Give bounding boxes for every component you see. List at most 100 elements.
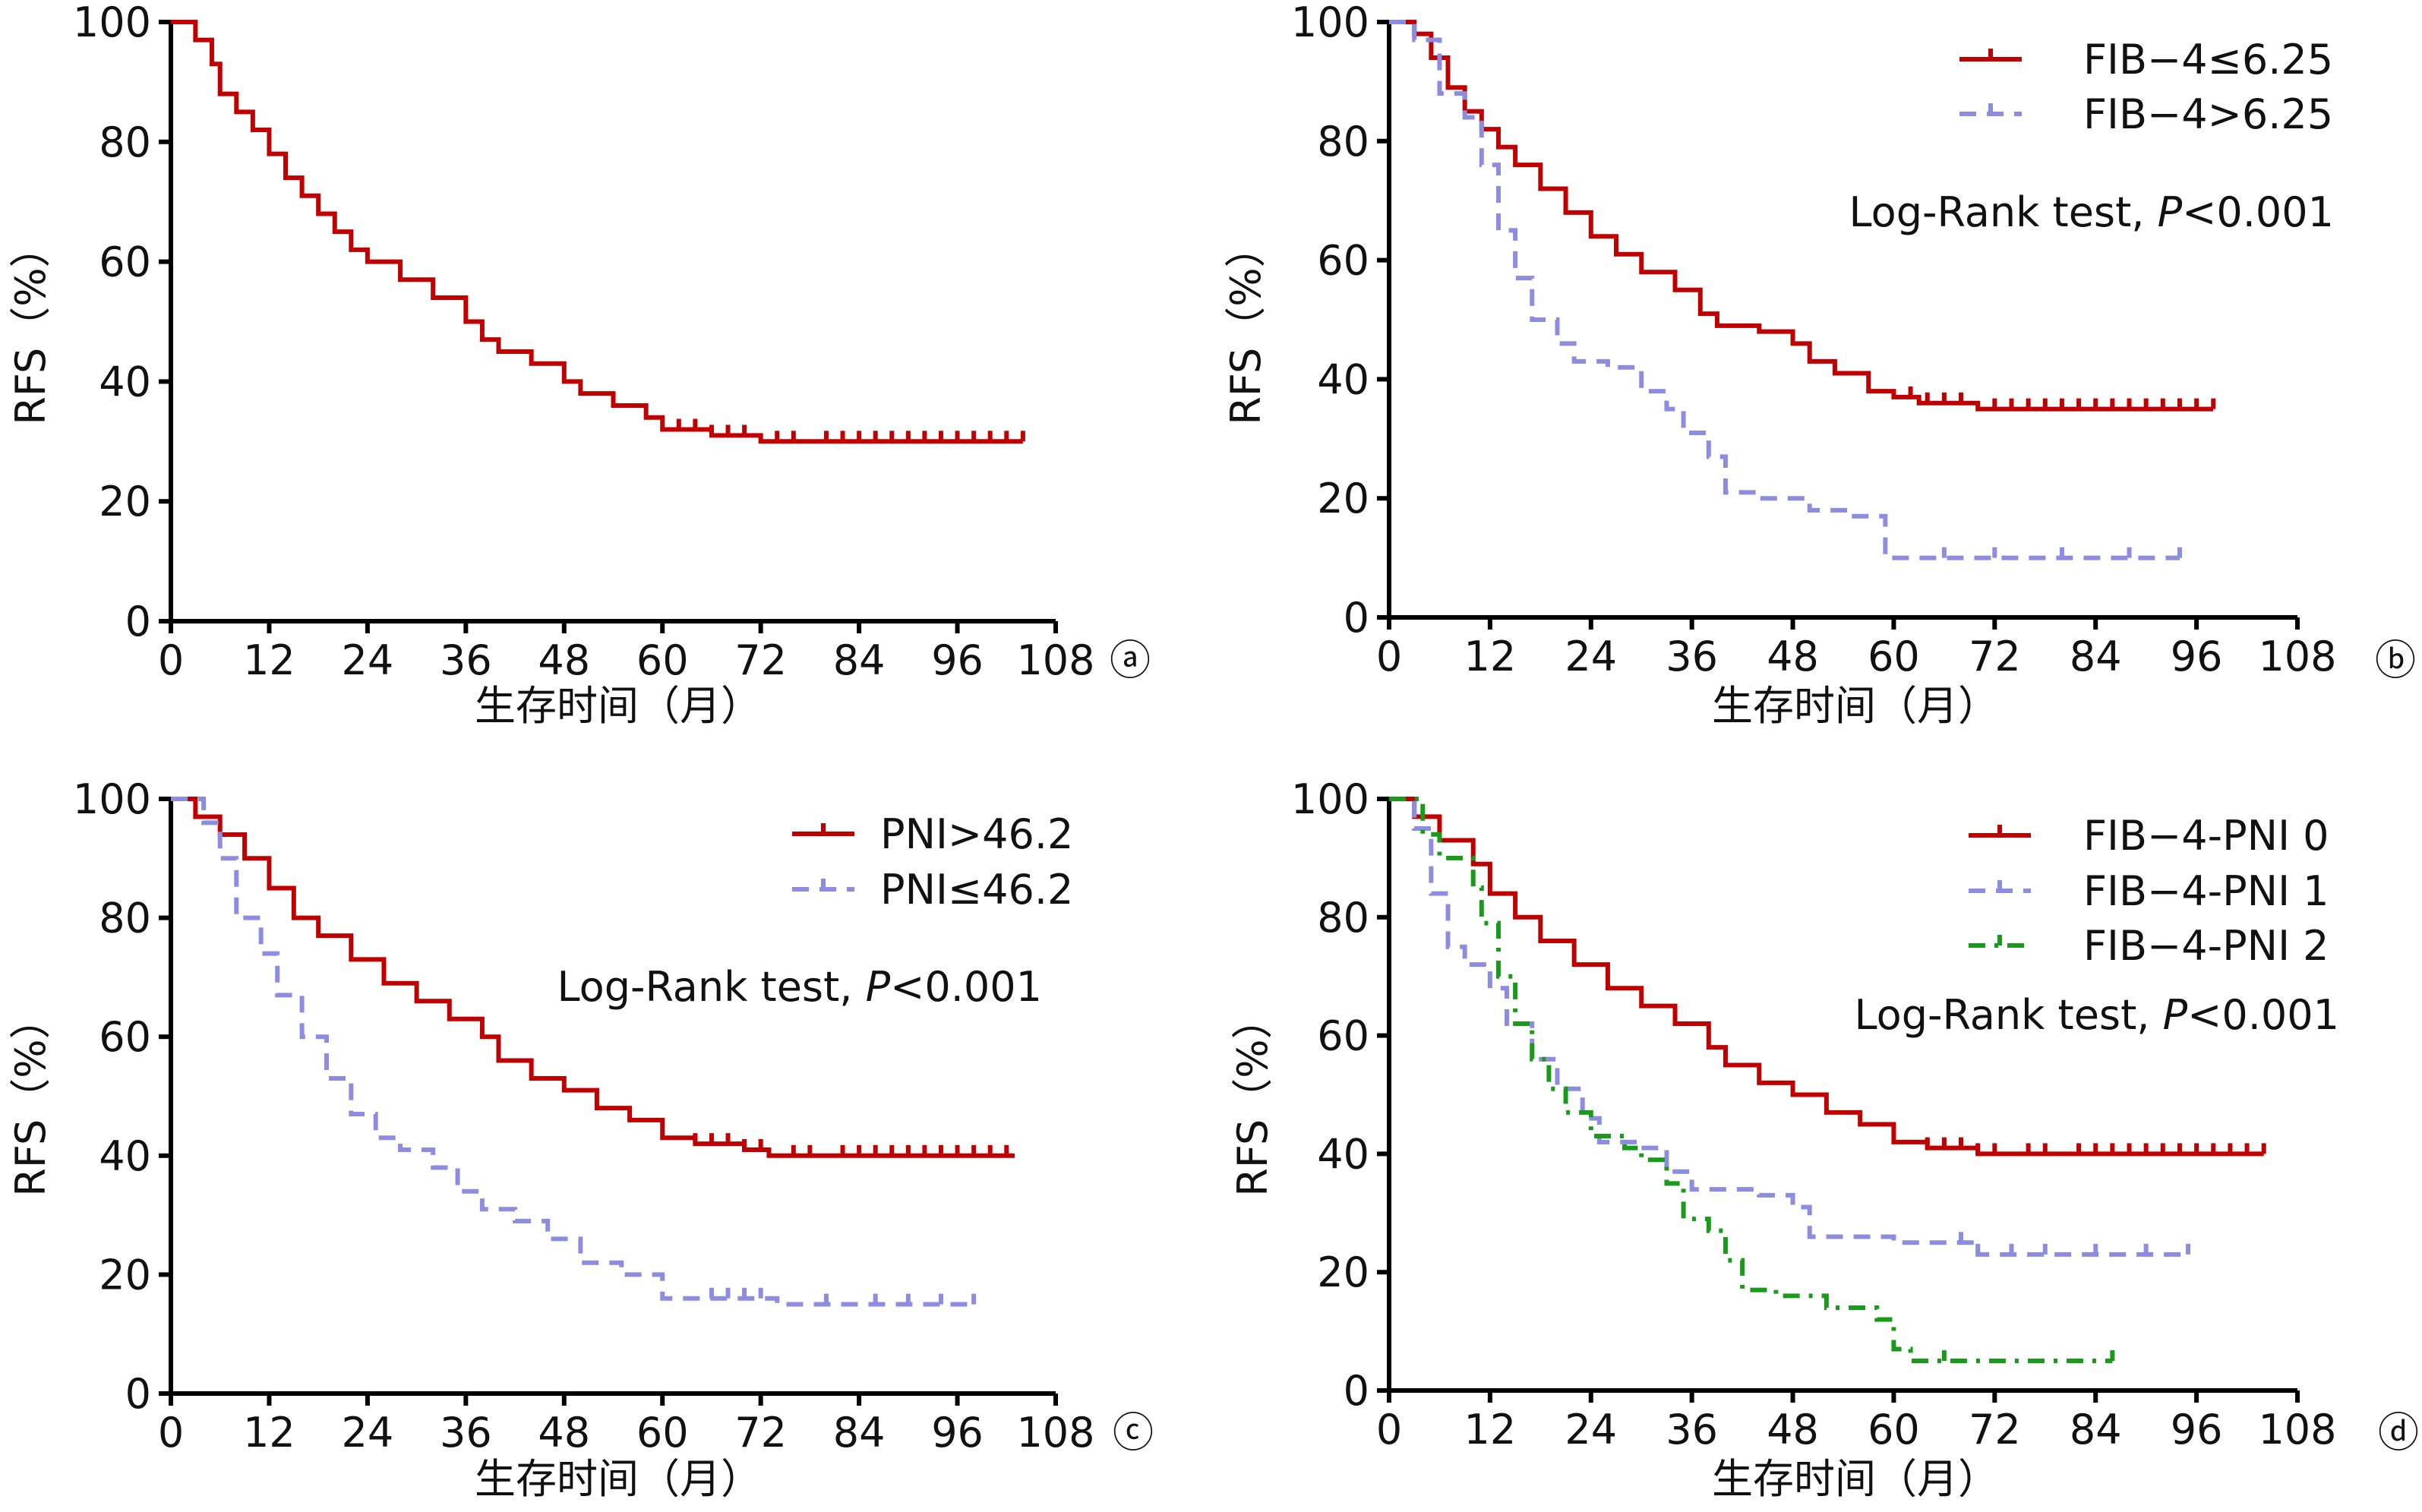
x-tick-label: 48 <box>538 636 590 684</box>
log-rank-annotation: Log-Rank test, P<0.001 <box>1855 991 2339 1039</box>
y-tick-label: 40 <box>1317 355 1369 403</box>
annotation-text: Log-Rank test, <box>557 963 866 1011</box>
x-tick-label: 72 <box>734 1409 787 1457</box>
panel-label: ⓐ <box>1110 636 1151 684</box>
km-panel-3: 0 12 24 36 48 60 72 84 96 108 0 20 40 60 80 100 生存时间（月） R… <box>7 775 1154 1503</box>
km-panel-4: 0 12 24 36 48 60 72 84 96 108 0 20 40 60 80 100 生存时间（月） R… <box>1229 775 2419 1503</box>
annotation-value: <0.001 <box>2187 991 2339 1039</box>
x-tick-label: 108 <box>1016 1409 1094 1457</box>
x-tick-label: 96 <box>2171 1406 2223 1454</box>
panel-label: ⓒ <box>1113 1409 1154 1457</box>
x-tick-label: 12 <box>1464 633 1517 680</box>
annotation-value: <0.001 <box>890 963 1042 1011</box>
x-tick-label: 84 <box>833 1409 886 1457</box>
legend-label: FIB−4>6.25 <box>2083 90 2333 138</box>
x-tick-label: 84 <box>2070 633 2122 680</box>
survival-curve-1 <box>1389 797 2264 1157</box>
survival-curve-3 <box>1389 797 2113 1364</box>
y-tick-label: 40 <box>99 1132 151 1180</box>
y-tick-label: 60 <box>1317 1012 1369 1060</box>
y-tick-label: 20 <box>1317 1248 1369 1296</box>
y-tick-label: 0 <box>1344 594 1369 642</box>
x-tick-label: 48 <box>538 1409 590 1457</box>
x-tick-label: 0 <box>1376 1406 1402 1454</box>
survival-curve-1 <box>1389 20 2214 412</box>
y-axis-label: RFS（%） <box>7 998 55 1196</box>
x-tick-label: 60 <box>1868 633 1920 680</box>
x-tick-label: 108 <box>2258 633 2336 680</box>
y-tick-label: 0 <box>1344 1367 1369 1415</box>
y-tick-label: 80 <box>99 895 151 942</box>
x-tick-label: 96 <box>2171 633 2223 680</box>
legend-label: FIB−4≤6.25 <box>2083 36 2333 84</box>
legend-label: PNI≤46.2 <box>880 866 1073 914</box>
panel-label: ⓑ <box>2375 636 2416 684</box>
log-rank-annotation: Log-Rank test, P<0.001 <box>1849 188 2334 236</box>
x-tick-label: 36 <box>1666 1406 1718 1454</box>
x-axis-label: 生存时间（月） <box>475 682 762 730</box>
x-axis-label: 生存时间（月） <box>1712 682 1999 730</box>
km-panel-1: 0 12 24 36 48 60 72 84 96 108 0 20 40 60 80 100 生存时间（月） R… <box>7 0 1151 730</box>
x-tick-label: 84 <box>833 636 886 684</box>
x-tick-label: 84 <box>2070 1406 2122 1454</box>
y-axis-label: RFS（%） <box>1229 998 1277 1196</box>
x-tick-label: 96 <box>931 1409 984 1457</box>
survival-curve-1 <box>171 20 1023 444</box>
y-tick-label: 100 <box>73 0 151 46</box>
annotation-value: <0.001 <box>2182 188 2334 236</box>
annotation-p: P <box>866 963 891 1011</box>
x-tick-label: 72 <box>1969 1406 2021 1454</box>
annotation-p: P <box>2158 188 2183 236</box>
x-tick-label: 12 <box>1464 1406 1517 1454</box>
x-tick-label: 24 <box>342 1409 394 1457</box>
x-tick-label: 36 <box>440 1409 492 1457</box>
x-axis-label: 生存时间（月） <box>1712 1455 1999 1503</box>
x-tick-label: 96 <box>931 636 984 684</box>
x-tick-label: 60 <box>636 1409 689 1457</box>
x-tick-label: 36 <box>440 636 492 684</box>
legend-label: FIB−4-PNI 0 <box>2083 812 2329 860</box>
y-tick-label: 60 <box>1317 237 1369 285</box>
x-tick-label: 36 <box>1666 633 1718 680</box>
x-tick-label: 108 <box>1016 636 1094 684</box>
survival-curve-2 <box>1389 797 2189 1257</box>
survival-curve-2 <box>171 797 974 1307</box>
y-tick-label: 60 <box>99 238 151 286</box>
x-tick-label: 60 <box>1868 1406 1920 1454</box>
y-tick-label: 60 <box>99 1013 151 1061</box>
y-tick-label: 40 <box>99 358 151 406</box>
km-panel-2: 0 12 24 36 48 60 72 84 96 108 0 20 40 60 80 100 生存时间（月） R… <box>1222 0 2416 730</box>
annotation-text: Log-Rank test, <box>1855 991 2163 1039</box>
y-tick-label: 100 <box>73 775 151 823</box>
x-tick-label: 24 <box>1565 633 1617 680</box>
y-tick-label: 80 <box>99 118 151 166</box>
y-axis-label: RFS（%） <box>7 226 55 425</box>
y-tick-label: 20 <box>99 1251 151 1299</box>
y-tick-label: 0 <box>125 1370 151 1418</box>
legend-label: FIB−4-PNI 2 <box>2083 922 2329 970</box>
y-tick-label: 80 <box>1317 894 1369 942</box>
y-axis-label: RFS（%） <box>1222 226 1270 425</box>
x-tick-label: 12 <box>243 636 295 684</box>
x-tick-label: 0 <box>1376 633 1402 680</box>
y-tick-label: 100 <box>1291 0 1369 46</box>
x-tick-label: 0 <box>158 636 184 684</box>
x-tick-label: 48 <box>1767 1406 1819 1454</box>
x-tick-label: 24 <box>1565 1406 1617 1454</box>
y-tick-label: 0 <box>125 598 151 646</box>
annotation-p: P <box>2163 991 2188 1039</box>
x-tick-label: 60 <box>636 636 689 684</box>
x-tick-label: 0 <box>158 1409 184 1457</box>
survival-curve-1 <box>171 797 1015 1158</box>
legend-label: PNI>46.2 <box>880 810 1073 858</box>
annotation-text: Log-Rank test, <box>1849 188 2158 236</box>
legend-label: FIB−4-PNI 1 <box>2083 867 2329 915</box>
x-tick-label: 24 <box>342 636 394 684</box>
survival-curve-2 <box>1389 20 2180 560</box>
x-axis-label: 生存时间（月） <box>475 1455 762 1503</box>
x-tick-label: 108 <box>2258 1406 2336 1454</box>
y-tick-label: 20 <box>1317 475 1369 522</box>
x-tick-label: 72 <box>1969 633 2021 680</box>
y-tick-label: 40 <box>1317 1130 1369 1178</box>
